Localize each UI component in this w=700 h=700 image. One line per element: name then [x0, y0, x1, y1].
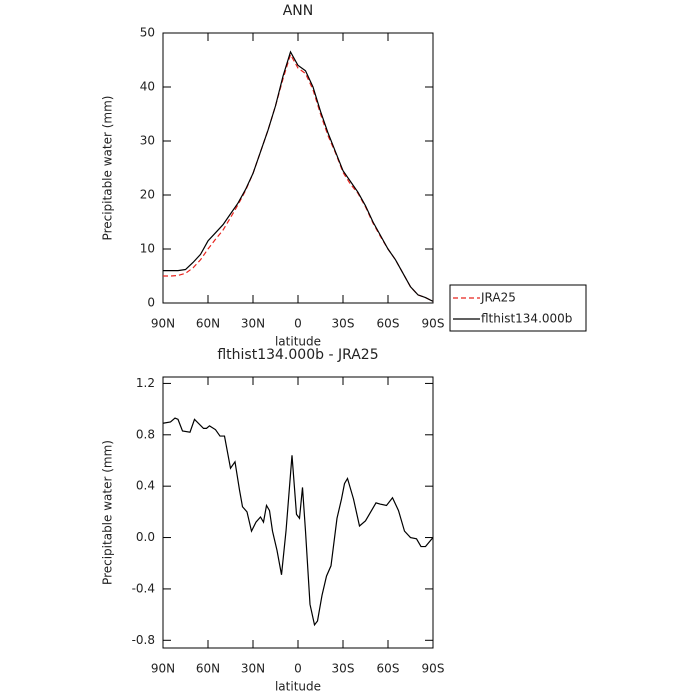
y-tick-label: 10 [140, 242, 155, 256]
x-tick-label: 60N [196, 662, 220, 676]
x-tick-label: 30N [241, 662, 265, 676]
y-tick-label: 50 [140, 26, 155, 40]
x-tick-label: 60S [377, 662, 400, 676]
x-tick-label: 0 [294, 662, 302, 676]
legend-label: JRA25 [480, 291, 516, 305]
x-tick-label: 60N [196, 317, 220, 331]
y-tick-label: 20 [140, 188, 155, 202]
x-tick-label: 90S [422, 662, 445, 676]
y-axis-label: Precipitable water (mm) [101, 440, 115, 585]
y-tick-label: 1.2 [136, 376, 155, 390]
data-line [162, 417, 434, 627]
y-axis-label: Precipitable water (mm) [101, 96, 115, 241]
y-tick-label: 0.0 [136, 530, 155, 544]
y-tick-label: 40 [140, 80, 155, 94]
y-tick-label: -0.8 [132, 633, 155, 647]
y-tick-label: 30 [140, 134, 155, 148]
x-tick-label: 30S [332, 662, 355, 676]
x-tick-label: 60S [377, 317, 400, 331]
x-tick-label: 90N [151, 317, 175, 331]
legend-label: flthist134.000b [481, 312, 572, 326]
plot-frame [162, 32, 434, 304]
x-tick-label: 30N [241, 317, 265, 331]
y-tick-label: -0.4 [132, 581, 155, 595]
series-line [163, 53, 434, 302]
series-line [163, 50, 434, 302]
y-tick-label: 0.8 [136, 427, 155, 441]
x-axis-label: latitude [275, 680, 321, 694]
plot-frame [162, 376, 434, 649]
x-tick-label: 30S [332, 317, 355, 331]
chart-title: ANN [283, 3, 314, 19]
legend-box [449, 284, 587, 332]
x-axis-label: latitude [275, 335, 321, 349]
y-tick-label: 0.4 [136, 479, 155, 493]
x-tick-label: 90N [151, 662, 175, 676]
y-tick-label: 0 [147, 296, 155, 310]
x-tick-label: 90S [422, 317, 445, 331]
chart-title: flthist134.000b - JRA25 [217, 347, 378, 363]
x-tick-label: 0 [294, 317, 302, 331]
